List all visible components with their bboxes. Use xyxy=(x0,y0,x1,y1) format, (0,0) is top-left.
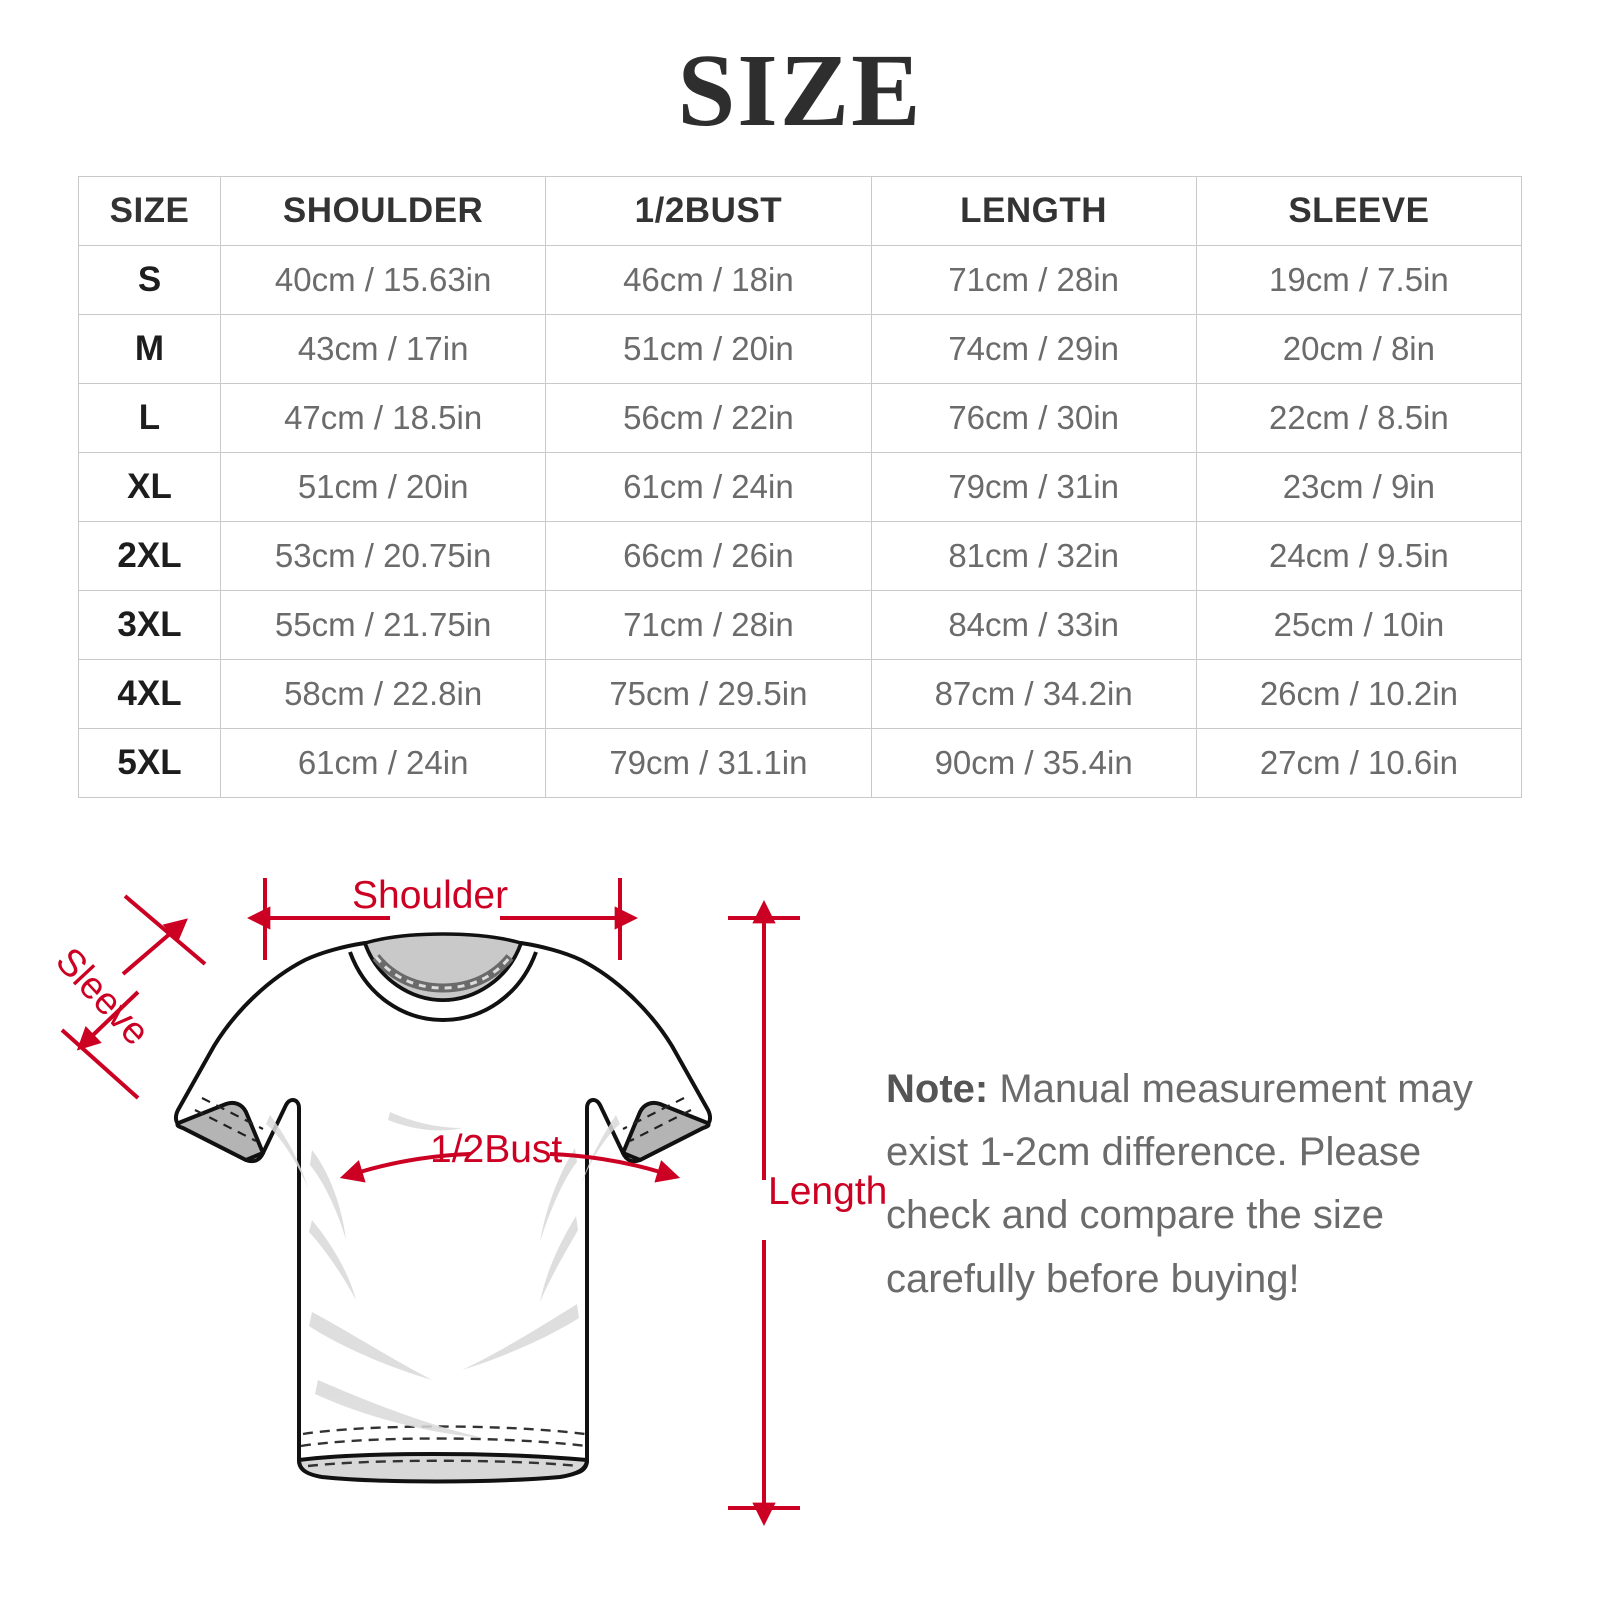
cell-bust: 71cm / 28in xyxy=(545,590,872,660)
cell-size: L xyxy=(78,383,221,453)
cell-shoulder: 40cm / 15.63in xyxy=(219,245,547,315)
cell-sleeve: 27cm / 10.6in xyxy=(1195,728,1523,798)
table-row: 3XL 55cm / 21.75in 71cm / 28in 84cm / 33… xyxy=(78,590,1523,660)
cell-shoulder: 55cm / 21.75in xyxy=(219,590,547,660)
table-row: 4XL 58cm / 22.8in 75cm / 29.5in 87cm / 3… xyxy=(78,659,1523,729)
cell-bust: 79cm / 31.1in xyxy=(545,728,872,798)
cell-length: 84cm / 33in xyxy=(870,590,1197,660)
cell-length: 90cm / 35.4in xyxy=(870,728,1197,798)
cell-shoulder: 58cm / 22.8in xyxy=(219,659,547,729)
size-table: SIZE SHOULDER 1/2BUST LENGTH SLEEVE S 40… xyxy=(78,176,1523,798)
cell-shoulder: 61cm / 24in xyxy=(219,728,547,798)
column-header-bust: 1/2BUST xyxy=(545,176,872,246)
cell-shoulder: 53cm / 20.75in xyxy=(219,521,547,591)
cell-sleeve: 19cm / 7.5in xyxy=(1195,245,1523,315)
cell-sleeve: 23cm / 9in xyxy=(1195,452,1523,522)
label-shoulder: Shoulder xyxy=(352,874,509,917)
cell-size: 3XL xyxy=(78,590,221,660)
table-row: XL 51cm / 20in 61cm / 24in 79cm / 31in 2… xyxy=(78,452,1523,522)
cell-shoulder: 51cm / 20in xyxy=(219,452,547,522)
cell-size: XL xyxy=(78,452,221,522)
label-length: Length xyxy=(768,1170,888,1213)
cell-shoulder: 47cm / 18.5in xyxy=(219,383,547,453)
cell-sleeve: 22cm / 8.5in xyxy=(1195,383,1523,453)
cell-bust: 46cm / 18in xyxy=(545,245,872,315)
tshirt-illustration xyxy=(173,932,713,1484)
cell-size: 4XL xyxy=(78,659,221,729)
table-row: L 47cm / 18.5in 56cm / 22in 76cm / 30in … xyxy=(78,383,1523,453)
label-bust: 1/2Bust xyxy=(430,1128,563,1171)
cell-size: 5XL xyxy=(78,728,221,798)
cell-sleeve: 25cm / 10in xyxy=(1195,590,1523,660)
note-text: Note: Manual measurement may exist 1-2cm… xyxy=(886,1058,1506,1311)
page-title: SIZE xyxy=(677,33,923,148)
column-header-sleeve: SLEEVE xyxy=(1195,176,1523,246)
cell-length: 74cm / 29in xyxy=(870,314,1197,384)
cell-bust: 51cm / 20in xyxy=(545,314,872,384)
table-row: M 43cm / 17in 51cm / 20in 74cm / 29in 20… xyxy=(78,314,1523,384)
note-prefix: Note: xyxy=(886,1067,989,1111)
cell-sleeve: 24cm / 9.5in xyxy=(1195,521,1523,591)
column-header-shoulder: SHOULDER xyxy=(219,176,547,246)
table-header-row: SIZE SHOULDER 1/2BUST LENGTH SLEEVE xyxy=(78,176,1523,246)
table-row: 5XL 61cm / 24in 79cm / 31.1in 90cm / 35.… xyxy=(78,728,1523,798)
cell-bust: 66cm / 26in xyxy=(545,521,872,591)
cell-length: 76cm / 30in xyxy=(870,383,1197,453)
cell-bust: 61cm / 24in xyxy=(545,452,872,522)
column-header-size: SIZE xyxy=(78,176,221,246)
cell-sleeve: 20cm / 8in xyxy=(1195,314,1523,384)
table-row: 2XL 53cm / 20.75in 66cm / 26in 81cm / 32… xyxy=(78,521,1523,591)
cell-length: 71cm / 28in xyxy=(870,245,1197,315)
cell-bust: 56cm / 22in xyxy=(545,383,872,453)
cell-size: 2XL xyxy=(78,521,221,591)
cell-size: S xyxy=(78,245,221,315)
cell-length: 79cm / 31in xyxy=(870,452,1197,522)
cell-sleeve: 26cm / 10.2in xyxy=(1195,659,1523,729)
cell-size: M xyxy=(78,314,221,384)
cell-length: 87cm / 34.2in xyxy=(870,659,1197,729)
note-body: Manual measurement may exist 1-2cm diffe… xyxy=(886,1067,1473,1301)
column-header-length: LENGTH xyxy=(870,176,1197,246)
table-row: S 40cm / 15.63in 46cm / 18in 71cm / 28in… xyxy=(78,245,1523,315)
size-table-container: SIZE SHOULDER 1/2BUST LENGTH SLEEVE S 40… xyxy=(78,176,1523,798)
cell-shoulder: 43cm / 17in xyxy=(219,314,547,384)
cell-bust: 75cm / 29.5in xyxy=(545,659,872,729)
cell-length: 81cm / 32in xyxy=(870,521,1197,591)
